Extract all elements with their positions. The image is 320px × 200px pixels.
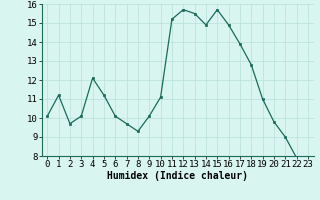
X-axis label: Humidex (Indice chaleur): Humidex (Indice chaleur)	[107, 171, 248, 181]
